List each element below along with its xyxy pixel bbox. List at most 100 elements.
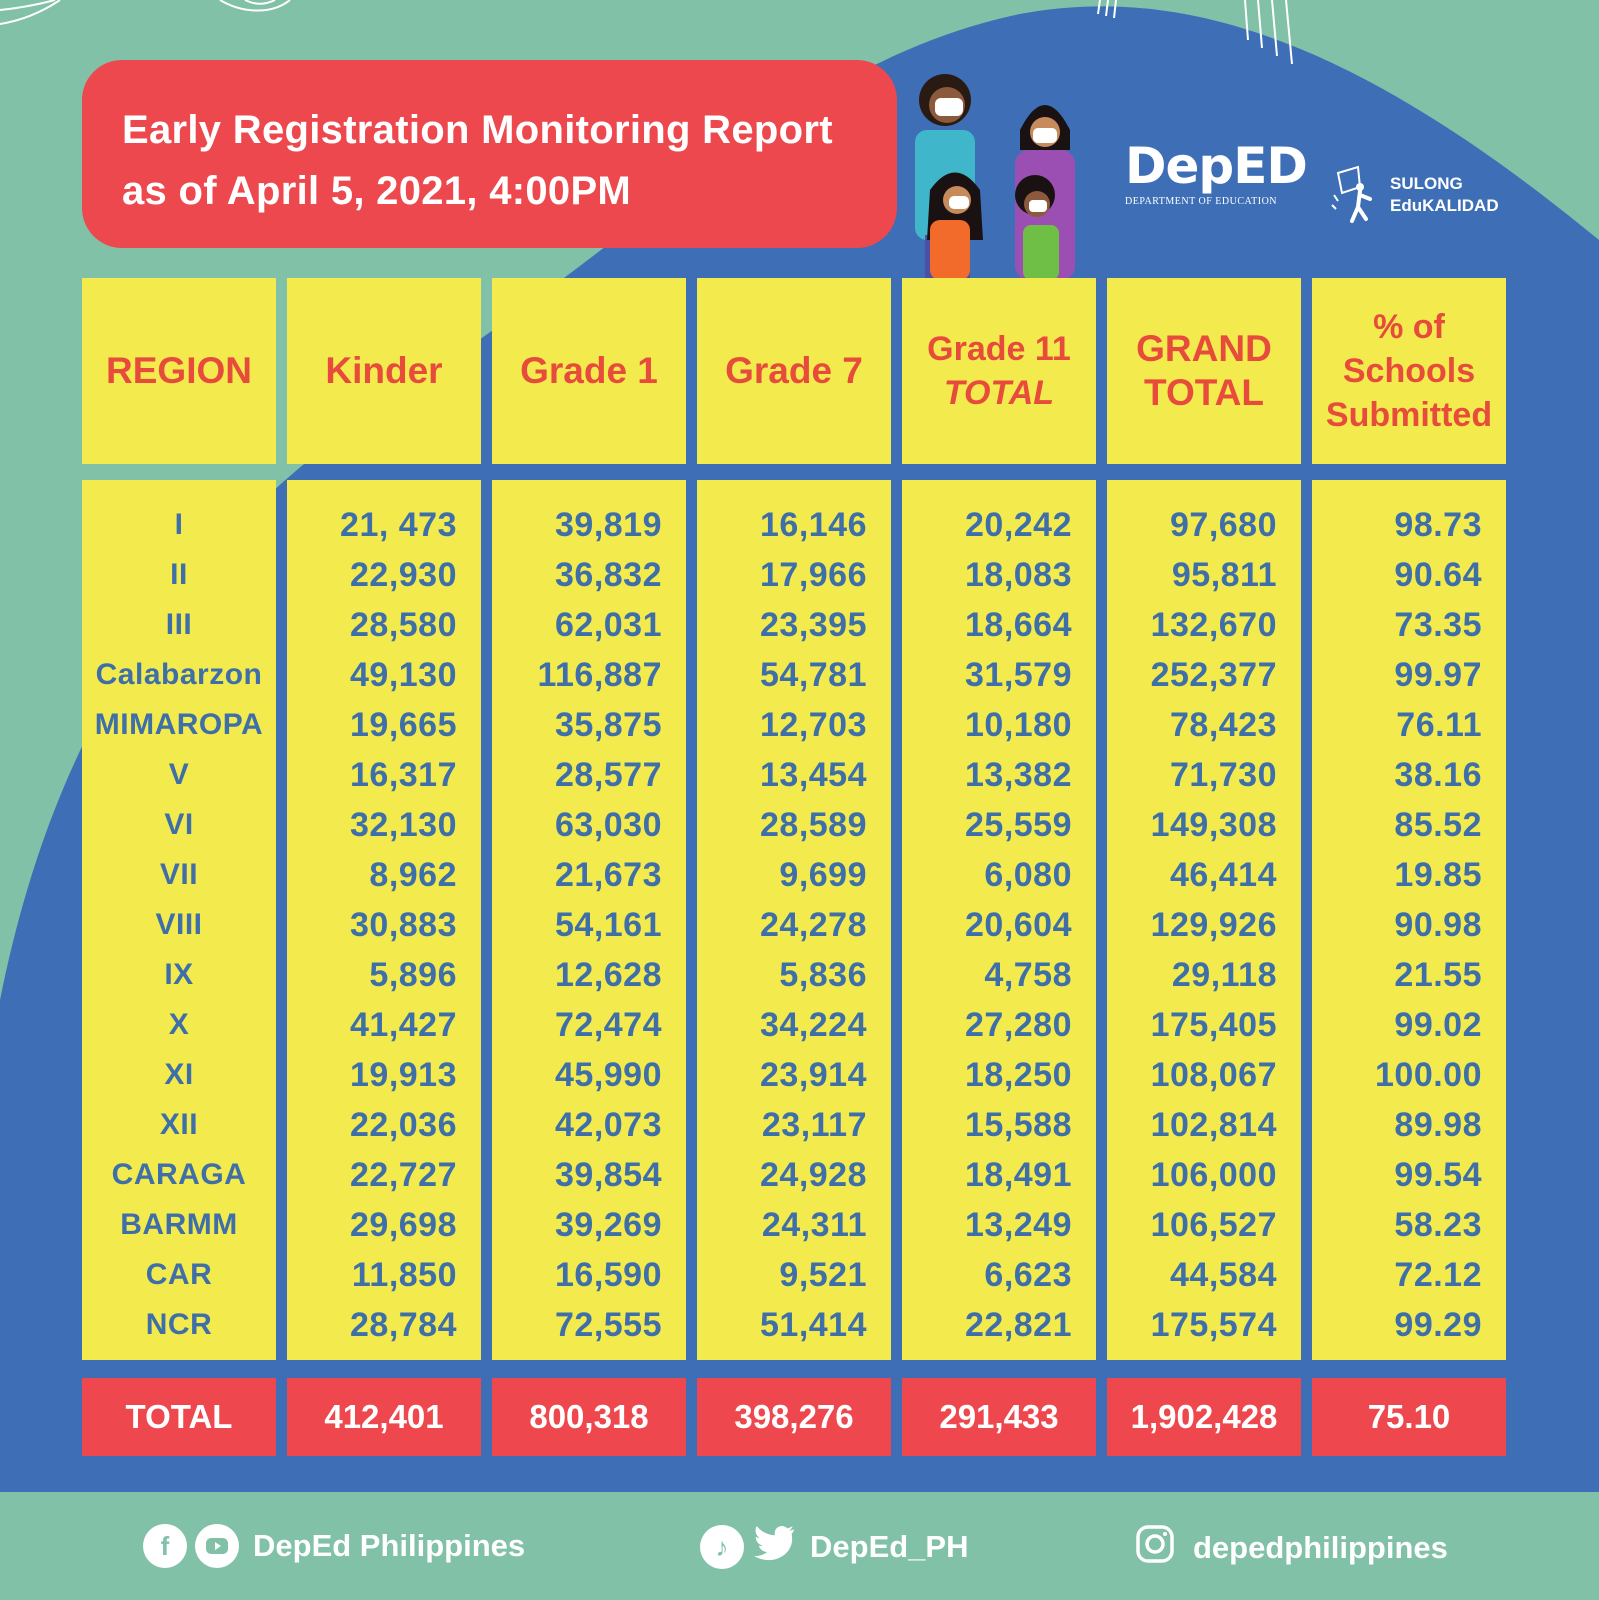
grade1-value: 62,031: [555, 606, 662, 644]
region-name: XI: [164, 1058, 194, 1091]
facebook-icon: f: [143, 1524, 187, 1568]
kite-runner-icon: [1331, 165, 1372, 223]
grade1-value: 16,590: [555, 1256, 662, 1294]
grade7-value: 23,117: [761, 1106, 867, 1144]
social-instagram[interactable]: depedphilippines: [1135, 1524, 1448, 1572]
header-region: REGION: [82, 278, 276, 464]
header-pct-submitted: % of Schools Submitted: [1312, 278, 1506, 464]
total-grade1: 800,318: [492, 1378, 686, 1456]
grand-total-values: 97,680 95,811 132,670 252,377 78,423 71,…: [1107, 480, 1301, 1360]
header-grand-line1: GRAND: [1136, 328, 1272, 369]
kinder-value: 8,962: [369, 856, 457, 894]
header-grade7: Grade 7: [697, 278, 891, 464]
kinder-value: 5,896: [369, 956, 457, 994]
header-grand-total: GRAND TOTAL: [1107, 278, 1301, 464]
sulong-text: SULONG: [1390, 174, 1463, 193]
social-tiktok-twitter[interactable]: ♪ DepEd_PH: [700, 1524, 968, 1570]
grade7-value: 17,966: [760, 556, 867, 594]
grade11-value: 15,588: [965, 1106, 1072, 1144]
grade11-value: 18,664: [965, 606, 1072, 644]
region-name: NCR: [145, 1308, 213, 1341]
grade1-value: 72,474: [555, 1006, 662, 1044]
grand-total-value: 129,926: [1150, 906, 1277, 944]
grade11-value: 25,559: [965, 806, 1072, 844]
pct-value: 72.12: [1394, 1256, 1482, 1294]
kinder-value: 30,883: [350, 906, 457, 944]
kinder-value: 11,850: [351, 1256, 457, 1294]
grade7-value: 23,914: [760, 1056, 867, 1094]
region-name: MIMAROPA: [94, 708, 264, 741]
grade1-value: 45,990: [555, 1056, 662, 1094]
grade1-value: 36,832: [555, 556, 662, 594]
twitter-handle: DepEd_PH: [810, 1529, 969, 1564]
header-grade11: Grade 11 TOTAL: [902, 278, 1096, 464]
facebook-handle: DepEd Philippines: [253, 1528, 526, 1563]
region-name: CARAGA: [111, 1158, 247, 1191]
pct-value: 38.16: [1394, 756, 1482, 794]
grand-total-value: 44,584: [1170, 1256, 1277, 1294]
report-date: as of April 5, 2021, 4:00PM: [122, 169, 632, 213]
total-kinder: 412,401: [287, 1378, 481, 1456]
grade7-value: 5,836: [779, 956, 867, 994]
grade11-value: 10,180: [965, 706, 1072, 744]
twitter-icon: [752, 1524, 796, 1570]
region-name: II: [170, 558, 188, 591]
region-name: CAR: [145, 1258, 213, 1291]
grand-total-value: 175,405: [1150, 1006, 1277, 1044]
grade1-value: 72,555: [555, 1306, 662, 1344]
grade11-value: 31,579: [965, 656, 1072, 694]
grade7-value: 24,278: [760, 906, 867, 944]
grade7-value: 16,146: [760, 506, 867, 544]
pct-value: 99.54: [1394, 1156, 1482, 1194]
grade11-value: 22,821: [965, 1306, 1072, 1344]
pct-value: 76.11: [1396, 706, 1482, 744]
grade11-values: 20,242 18,083 18,664 31,579 10,180 13,38…: [902, 480, 1096, 1360]
grade7-value: 34,224: [760, 1006, 867, 1044]
region-name: IX: [164, 958, 194, 991]
grand-total-value: 149,308: [1150, 806, 1277, 844]
grade1-value: 39,269: [555, 1206, 662, 1244]
pct-value: 99.97: [1394, 656, 1482, 694]
grade7-value: 24,311: [761, 1206, 867, 1244]
kinder-value: 22,036: [350, 1106, 457, 1144]
grade11-value: 13,382: [965, 756, 1072, 794]
header-pct-line2: Schools: [1342, 352, 1476, 390]
family-illustration-icon: [915, 74, 1075, 280]
total-grade11: 291,433: [902, 1378, 1096, 1456]
kinder-value: 22,930: [350, 556, 457, 594]
pct-value: 99.02: [1394, 1006, 1482, 1044]
region-name: VI: [164, 808, 194, 841]
total-pct-submitted: 75.10: [1312, 1378, 1506, 1456]
pct-value: 90.98: [1394, 906, 1482, 944]
social-footer: f DepEd Philippines ♪ DepEd_PH depedphil…: [0, 1492, 1599, 1600]
region-name: V: [168, 758, 190, 791]
header-grade1: Grade 1: [492, 278, 686, 464]
pct-value: 99.29: [1394, 1306, 1482, 1344]
grade1-value: 39,819: [555, 506, 662, 544]
deped-logo: DepED DEPARTMENT OF EDUCATION: [1125, 138, 1308, 238]
grand-total-value: 95,811: [1171, 556, 1277, 594]
edukalidad-text: EduKALIDAD: [1390, 196, 1499, 215]
grade7-value: 23,395: [760, 606, 867, 644]
grade1-values: 39,819 36,832 62,031 116,887 35,875 28,5…: [492, 480, 686, 1360]
grade1-value: 116,887: [537, 656, 662, 694]
region-name: VII: [159, 858, 199, 891]
region-name: III: [165, 608, 193, 641]
pct-value: 73.35: [1394, 606, 1482, 644]
grand-total-value: 108,067: [1150, 1056, 1277, 1094]
deped-logo-subtitle: DEPARTMENT OF EDUCATION: [1125, 196, 1278, 207]
grade7-value: 9,699: [779, 856, 867, 894]
kinder-value: 22,727: [350, 1156, 457, 1194]
region-name: I: [174, 508, 184, 541]
grade1-value: 28,577: [555, 756, 662, 794]
grand-total-value: 106,000: [1150, 1156, 1277, 1194]
pct-value: 98.73: [1394, 506, 1482, 544]
grade11-value: 18,083: [965, 556, 1072, 594]
grade1-value: 35,875: [555, 706, 662, 744]
grade11-value: 27,280: [965, 1006, 1072, 1044]
social-facebook-youtube[interactable]: f DepEd Philippines: [143, 1524, 525, 1568]
youtube-icon: [195, 1524, 239, 1568]
grade1-value: 63,030: [555, 806, 662, 844]
grade7-value: 9,521: [779, 1256, 867, 1294]
kinder-value: 28,580: [350, 606, 457, 644]
